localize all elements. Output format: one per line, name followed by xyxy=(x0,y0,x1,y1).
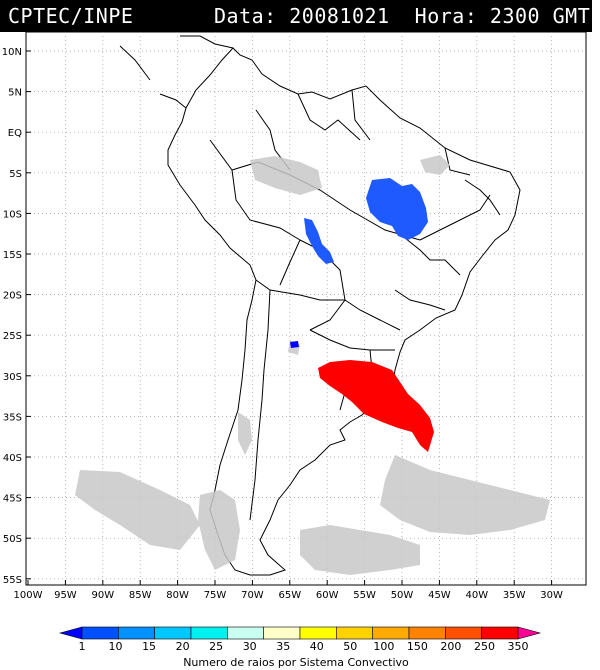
colorbar-swatch xyxy=(445,626,482,640)
lat-tick-label: 10N xyxy=(2,47,22,58)
lat-tick-label: 40S xyxy=(3,453,22,464)
colorbar-swatch xyxy=(408,626,446,640)
colorbar-swatch xyxy=(154,626,192,640)
latitude-axis: 10N 5N EQ 5S 10S 15S 20S 25S 30S 35S 40S 45S 50S 55S xyxy=(2,47,31,586)
lon-tick-label: 90W xyxy=(91,590,114,601)
lat-tick-label: 15S xyxy=(3,250,22,261)
map-frame xyxy=(25,31,587,586)
cloud-cover xyxy=(75,155,550,575)
colorbar-swatch xyxy=(372,626,410,640)
colorbar-swatch xyxy=(336,626,373,640)
central-america-outline xyxy=(119,35,234,109)
lon-tick-label: 35W xyxy=(503,590,526,601)
country-borders xyxy=(209,89,501,521)
lat-tick-label: 50S xyxy=(3,534,22,545)
colorbar-tick-label: 250 xyxy=(474,640,495,653)
lon-tick-label: 80W xyxy=(166,590,189,601)
colorbar-arrow-right xyxy=(517,626,542,640)
system-blue-small xyxy=(290,341,299,348)
lat-tick-label: 5S xyxy=(9,169,22,180)
lat-tick-label: 20S xyxy=(3,291,22,302)
colorbar-arrow-left xyxy=(58,626,83,640)
colorbar-tick-label: 1 xyxy=(79,640,86,653)
system-blue-west xyxy=(304,218,334,264)
lightning-systems xyxy=(290,178,434,452)
lon-tick-label: 65W xyxy=(278,590,301,601)
colorbar-title: Numero de raios por Sistema Convectivo xyxy=(183,656,409,669)
colorbar-swatch xyxy=(227,626,264,640)
colorbar-tick-label: 40 xyxy=(310,640,324,653)
lat-tick-label: 25S xyxy=(3,331,22,342)
lat-tick-label: EQ xyxy=(8,128,22,139)
lat-tick-label: 35S xyxy=(3,412,22,423)
colorbar-tick-label: 50 xyxy=(343,640,357,653)
lon-tick-label: 30W xyxy=(540,590,563,601)
colorbar-tick-label: 100 xyxy=(373,640,394,653)
lon-tick-label: 50W xyxy=(391,590,414,601)
lon-tick-label: 95W xyxy=(54,590,77,601)
lat-tick-label: 10S xyxy=(3,209,22,220)
title-bar: CPTEC/INPE Data: 20081021 Hora: 2300 GMT xyxy=(0,0,592,32)
colorbar-tick-label: 10 xyxy=(109,640,123,653)
lon-tick-label: 85W xyxy=(129,590,152,601)
datetime-label: Data: 20081021 Hora: 2300 GMT xyxy=(214,4,591,28)
lon-tick-label: 55W xyxy=(353,590,376,601)
lat-tick-label: 30S xyxy=(3,372,22,383)
colorbar-tick-label: 15 xyxy=(142,640,156,653)
colorbar-swatch xyxy=(263,626,301,640)
lat-tick-label: 5N xyxy=(8,88,22,99)
colorbar-swatch xyxy=(190,626,228,640)
colorbar-swatch xyxy=(118,626,155,640)
colorbar: 1 10 15 20 25 30 35 40 50 100 150 200 250 350 xyxy=(58,626,542,653)
lon-tick-label: 60W xyxy=(316,590,339,601)
colorbar-tick-label: 25 xyxy=(209,640,223,653)
coastline xyxy=(167,47,521,576)
lon-tick-label: 75W xyxy=(204,590,227,601)
colorbar-tick-label: 35 xyxy=(276,640,290,653)
colorbar-tick-label: 350 xyxy=(508,640,529,653)
colorbar-tick-label: 150 xyxy=(407,640,428,653)
system-blue-north xyxy=(366,178,428,240)
agency-label: CPTEC/INPE xyxy=(8,4,134,28)
lon-tick-label: 45W xyxy=(428,590,451,601)
colorbar-tick-label: 30 xyxy=(243,640,257,653)
colorbar-swatch xyxy=(81,626,119,640)
colorbar-swatch xyxy=(481,626,519,640)
colorbar-tick-label: 20 xyxy=(176,640,190,653)
longitude-axis: 100W 95W 90W 85W 80W 75W 70W 65W 60W 55W 50W 45W 40W… xyxy=(14,580,563,601)
lon-tick-label: 100W xyxy=(14,590,43,601)
system-red-south xyxy=(318,360,434,452)
lon-tick-label: 70W xyxy=(241,590,264,601)
lat-tick-label: 55S xyxy=(3,575,22,586)
colorbar-tick-label: 200 xyxy=(440,640,461,653)
lat-tick-label: 45S xyxy=(3,494,22,505)
colorbar-swatch xyxy=(299,626,337,640)
lon-tick-label: 40W xyxy=(465,590,488,601)
